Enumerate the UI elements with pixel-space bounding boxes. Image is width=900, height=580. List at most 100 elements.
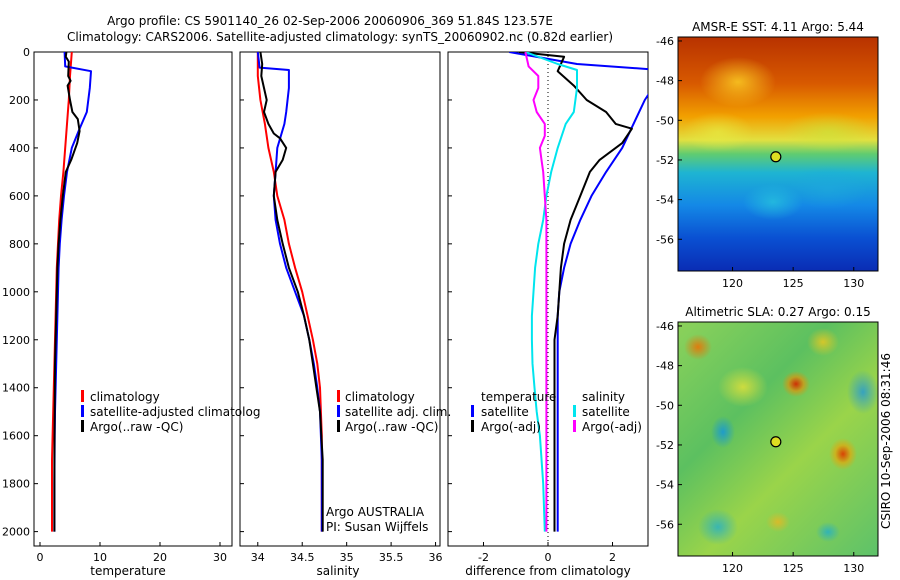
sla-map-title: Altimetric SLA: 0.27 Argo: 0.15 [685,305,870,319]
legend-heading-temperature: temperature [481,390,556,404]
temperature-xlabel: temperature [90,564,165,578]
sst-float-marker [770,151,782,163]
difference-legend: temperature satellite Argo(-adj) salinit… [471,390,642,434]
temperature-xtick-label: 30 [213,551,227,564]
sst-xtick-label: 125 [783,277,804,290]
legend-swatch-tdiff-satellite [471,405,474,417]
temperature-series-1 [53,52,92,532]
sst-ytick-label: -48 [656,75,674,88]
temperature-panel-frame [33,51,233,547]
salinity-panel: 34 34.5 35 35.5 36 salinity climatology sate… [239,51,451,578]
legend-swatch-sal-argo [337,420,340,432]
salinity-xtick-label: 35 [340,551,354,564]
salinity-xtick-label: 34 [251,551,265,564]
salinity-xtick-label: 34.5 [290,551,315,564]
sst-map-frame [677,36,879,272]
difference-panel-frame [447,51,649,547]
difference-panel: -2 0 2 difference from climatology tempera… [447,51,649,578]
argo-credit-line2: PI: Susan Wijffels [326,520,428,534]
salinity-series-0 [256,52,323,532]
legend-swatch-sal-climatology [337,390,340,402]
temperature-xtick-label: 10 [93,551,107,564]
difference-series-layer [509,52,648,532]
salinity-xtick-label: 36 [429,551,443,564]
salinity-xlabel: salinity [316,564,359,578]
sla-float-marker [770,436,782,448]
sla-map: Altimetric SLA: 0.27 Argo: 0.15 120 125 13… [656,305,879,575]
temperature-xtick-label: 0 [37,551,44,564]
sst-xtick-label: 120 [722,277,743,290]
legend-label-climatology: climatology [90,390,160,404]
difference-series-2 [525,52,578,532]
legend-swatch-sdiff-argo [573,420,576,432]
sla-ytick-label: -52 [656,439,674,452]
salinity-series-layer [256,52,324,532]
legend-swatch-satellite-adjusted [81,405,84,417]
temperature-ytick-label: 200 [9,94,30,107]
difference-series-3 [524,52,548,532]
sla-ticks-layer: 120 125 130 -46 -48 -50 -52 -54 -56 [656,320,864,575]
temperature-ytick-label: 1800 [2,478,30,491]
legend-swatch-sdiff-satellite [573,405,576,417]
legend-label-sdiff-argo: Argo(-adj) [582,420,642,434]
salinity-panel-frame [239,51,441,547]
legend-label-sal-satellite: satellite adj. clim. [345,405,451,419]
temperature-ytick-label: 1000 [2,286,30,299]
salinity-xtick-label: 35.5 [379,551,404,564]
sst-xtick-label: 130 [843,277,864,290]
temperature-ytick-label: 400 [9,142,30,155]
sla-xtick-label: 130 [843,562,864,575]
legend-label-tdiff-satellite: satellite [481,405,529,419]
legend-label-satellite-adjusted: satellite-adjusted climatolog [90,405,260,419]
salinity-series-2 [259,52,324,532]
temperature-ytick-label: 600 [9,190,30,203]
sla-xtick-label: 120 [722,562,743,575]
legend-label-tdiff-argo: Argo(-adj) [481,420,541,434]
temperature-ytick-label: 1600 [2,430,30,443]
temperature-ytick-label: 2000 [2,526,30,539]
sst-map: AMSR-E SST: 4.11 Argo: 5.44 120 125 130 -46… [656,20,879,290]
sst-ytick-label: -50 [656,114,674,127]
legend-label-sal-climatology: climatology [345,390,415,404]
temperature-series-2 [53,52,81,532]
sst-ticks-layer: 120 125 130 -46 -48 -50 -52 -54 -56 [656,35,864,290]
legend-label-sdiff-satellite: satellite [582,405,630,419]
difference-ticks-layer: -2 0 2 [448,51,616,564]
argo-credit-line1: Argo AUSTRALIA [326,505,425,519]
legend-swatch-argo [81,420,84,432]
temperature-ticks-layer: 0 10 20 30 0 200 400 600 800 1000 1200 1400 1600 1800… [2,46,227,564]
temperature-series-layer [51,52,92,532]
sst-ytick-label: -56 [656,233,674,246]
difference-xlabel: difference from climatology [465,564,631,578]
difference-xtick-label: 2 [609,551,616,564]
legend-heading-salinity: salinity [582,390,625,404]
sst-map-title: AMSR-E SST: 4.11 Argo: 5.44 [692,20,864,34]
sla-ytick-label: -46 [656,320,674,333]
sla-map-frame [677,321,879,557]
legend-swatch-climatology [81,390,84,402]
figure-title-line1: Argo profile: CS 5901140_26 02-Sep-2006 … [107,14,553,28]
sla-xtick-label: 125 [783,562,804,575]
sst-ytick-label: -46 [656,35,674,48]
sla-ytick-label: -54 [656,479,674,492]
temperature-legend: climatology satellite-adjusted climatolo… [81,390,260,434]
sla-ytick-label: -56 [656,518,674,531]
temperature-ytick-label: 1400 [2,382,30,395]
legend-label-sal-argo: Argo(..raw -QC) [345,420,438,434]
sla-ytick-label: -50 [656,399,674,412]
temperature-xtick-label: 20 [153,551,167,564]
legend-swatch-sal-satellite [337,405,340,417]
side-stamp: CSIRO 10-Sep-2006 08:31:46 [879,353,893,529]
figure-title-line2: Climatology: CARS2006. Satellite-adjuste… [67,30,613,44]
difference-xtick-label: -2 [478,551,489,564]
temperature-panel: 0 10 20 30 0 200 400 600 800 1000 1200 1400 1600 1800… [2,46,260,578]
sst-ytick-label: -54 [656,194,674,207]
legend-label-argo: Argo(..raw -QC) [90,420,183,434]
temperature-ytick-label: 0 [23,46,30,59]
salinity-ticks-layer: 34 34.5 35 35.5 36 [240,51,443,564]
sst-ytick-label: -52 [656,154,674,167]
difference-series-0 [509,52,648,532]
difference-xtick-label: 0 [545,551,552,564]
salinity-legend: climatology satellite adj. clim. Argo(..… [337,390,451,434]
